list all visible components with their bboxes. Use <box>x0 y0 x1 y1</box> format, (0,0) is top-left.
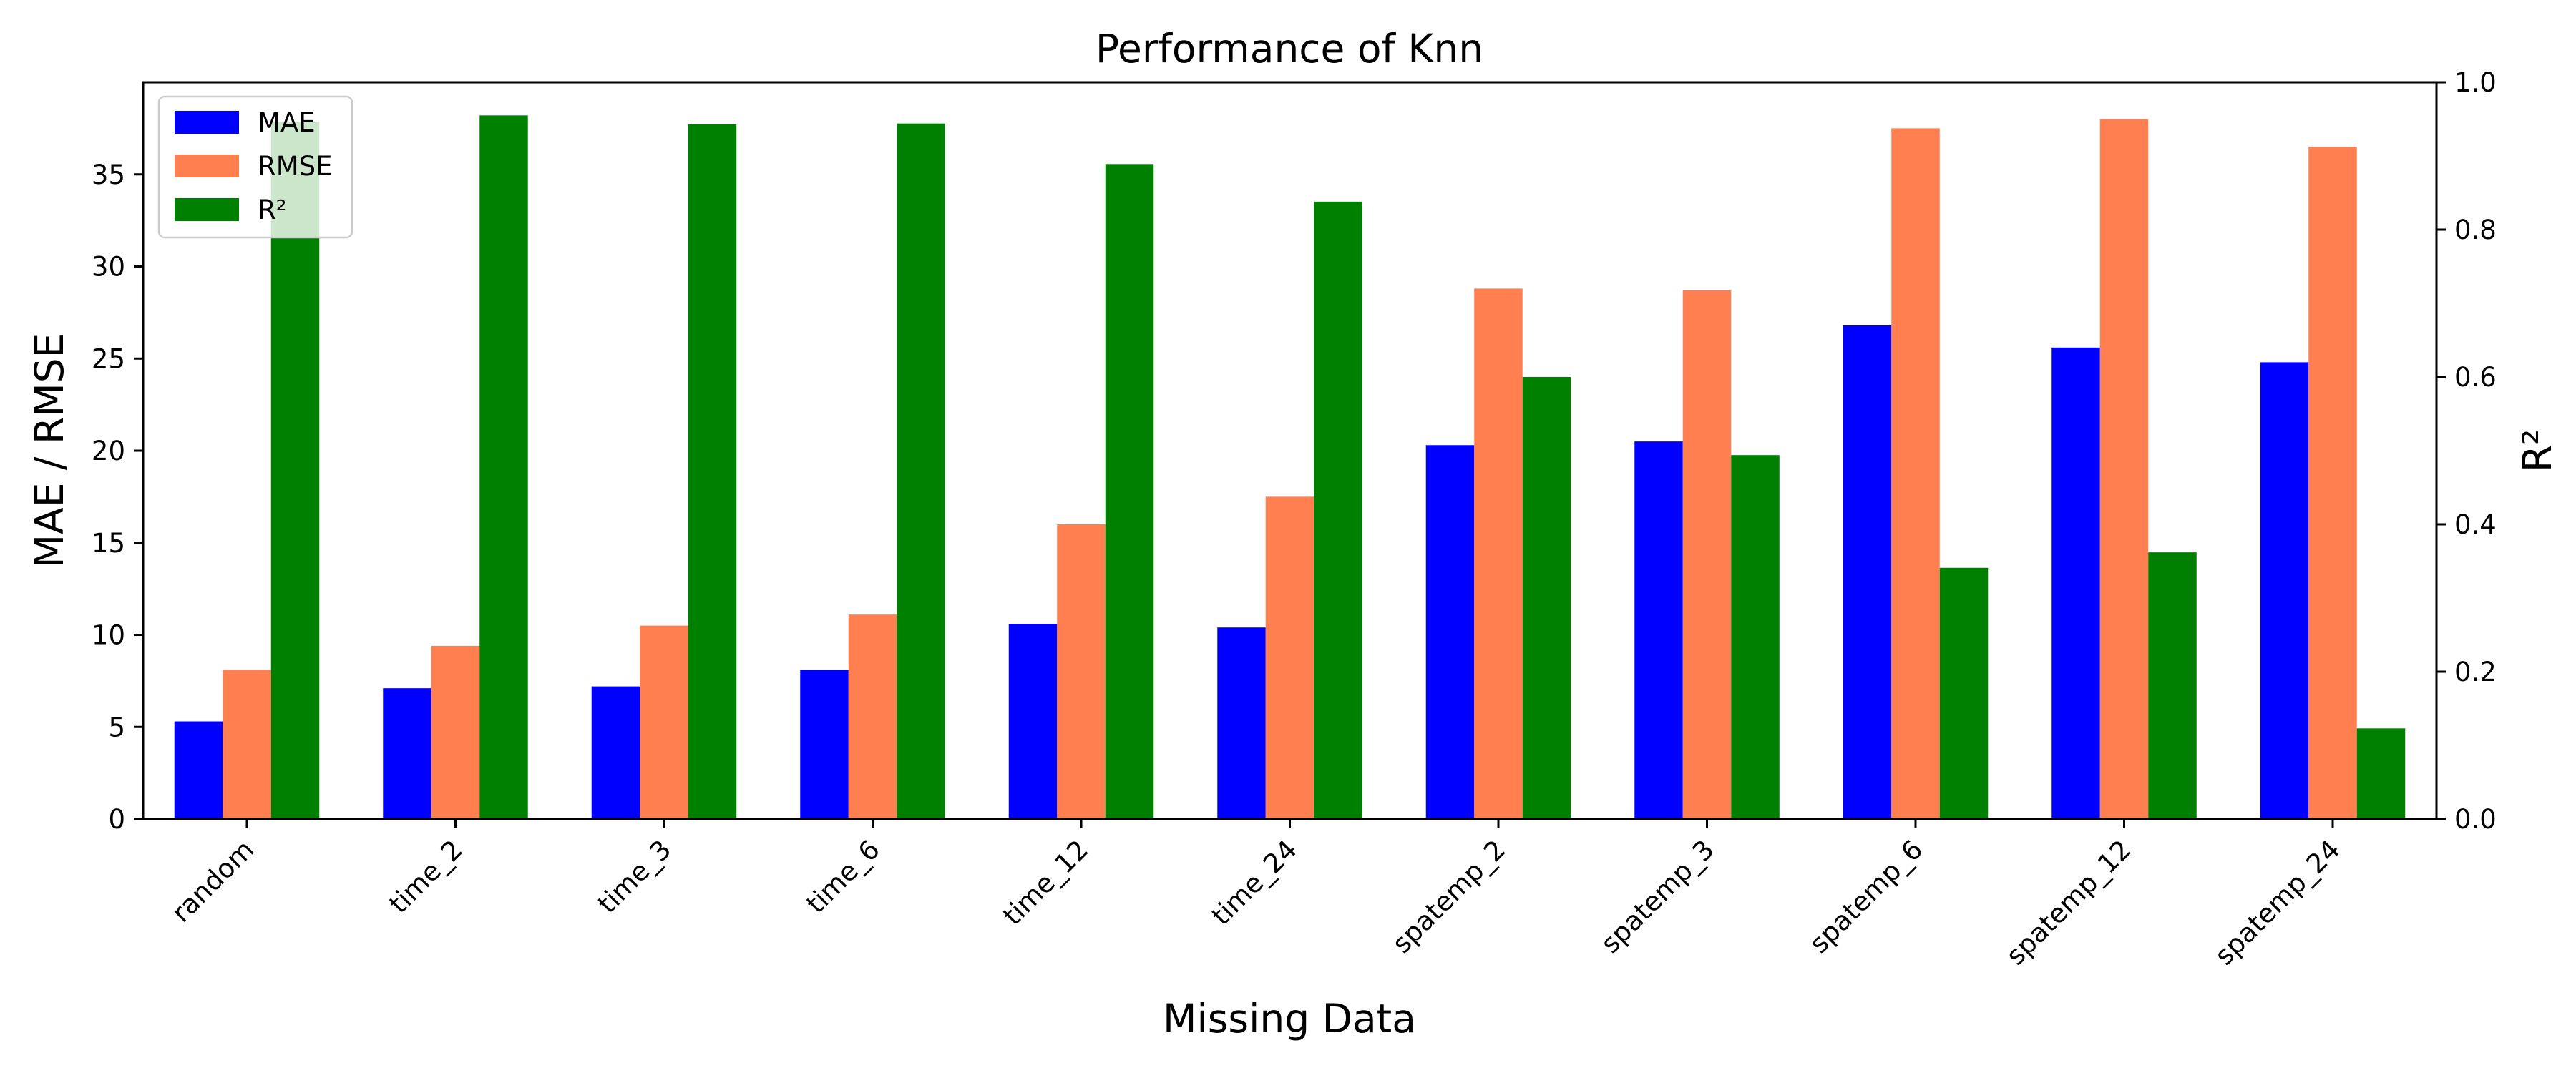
legend-label-rmse: RMSE <box>258 151 333 182</box>
bar-mae-time_6 <box>800 670 849 819</box>
bar-rmse-spatemp_2 <box>1474 288 1523 819</box>
bar-r-spatemp_3 <box>1731 455 1780 819</box>
bar-mae-spatemp_24 <box>2260 362 2309 819</box>
y-tick-label-right: 0.2 <box>2454 657 2497 687</box>
bar-rmse-time_24 <box>1265 496 1314 819</box>
y-tick-label-right: 0.0 <box>2454 804 2497 835</box>
x-tick-label: random <box>165 834 260 929</box>
bar-rmse-time_2 <box>431 645 480 819</box>
bar-r-time_12 <box>1105 164 1154 819</box>
bar-mae-spatemp_3 <box>1634 441 1683 819</box>
bars-group <box>174 115 2406 820</box>
bar-mae-spatemp_6 <box>1843 325 1892 819</box>
legend: MAE RMSE R² <box>157 95 353 239</box>
bar-mae-time_2 <box>383 688 431 819</box>
y-tick-label-left: 25 <box>92 343 125 374</box>
bar-rmse-time_6 <box>848 614 897 819</box>
y-tick-label-left: 30 <box>92 252 125 283</box>
bar-rmse-spatemp_24 <box>2308 147 2357 819</box>
y-axis-label-right: R² <box>2514 429 2560 472</box>
right-axis-ticks: 0.0 0.2 0.4 0.6 0.8 1.0 <box>2436 67 2497 835</box>
y-tick-label-right: 1.0 <box>2454 67 2497 98</box>
y-tick-label-left: 5 <box>108 712 125 743</box>
x-tick-label: time_6 <box>801 834 886 919</box>
y-tick-label-left: 15 <box>92 528 125 559</box>
legend-swatch-mae <box>175 111 239 134</box>
x-tick-label: spatemp_2 <box>1387 834 1512 959</box>
y-tick-label-right: 0.4 <box>2454 509 2497 540</box>
y-tick-label-left: 0 <box>108 804 125 835</box>
bar-mae-time_3 <box>591 686 640 819</box>
bar-rmse-spatemp_6 <box>1891 128 1940 819</box>
bar-r-time_6 <box>897 123 945 819</box>
legend-label-mae: MAE <box>258 107 316 138</box>
y-tick-label-right: 0.6 <box>2454 362 2497 393</box>
bar-r-time_2 <box>479 115 528 820</box>
bar-rmse-time_12 <box>1057 524 1106 819</box>
bar-rmse-time_3 <box>640 625 688 819</box>
bar-r-spatemp_24 <box>2356 728 2406 819</box>
bar-mae-time_12 <box>1008 624 1058 819</box>
left-axis-ticks: 0 5 10 15 20 25 30 35 <box>92 160 143 835</box>
legend-swatch-r <box>175 198 239 221</box>
bar-rmse-random <box>223 670 271 819</box>
bar-rmse-spatemp_12 <box>2099 119 2149 819</box>
legend-swatch-rmse <box>175 155 239 177</box>
bar-r-spatemp_6 <box>1939 567 1989 819</box>
x-tick-label: spatemp_24 <box>2209 834 2346 971</box>
x-tick-label: spatemp_6 <box>1804 834 1929 959</box>
bar-mae-spatemp_2 <box>1425 445 1475 819</box>
bar-mae-random <box>174 721 223 819</box>
bar-r-spatemp_2 <box>1522 377 1571 819</box>
x-tick-label: time_2 <box>384 834 469 919</box>
x-axis-ticks: random time_2 time_3 time_6 time_12 time_24 sp… <box>165 819 2346 971</box>
x-tick-label: spatemp_3 <box>1595 834 1720 959</box>
x-tick-label: spatemp_12 <box>2000 834 2137 971</box>
bar-rmse-spatemp_3 <box>1682 290 1732 820</box>
x-axis-label: Missing Data <box>1163 996 1416 1042</box>
bar-r-time_3 <box>688 124 737 819</box>
y-tick-label-right: 0.8 <box>2454 215 2497 245</box>
x-tick-label: time_24 <box>1206 834 1303 931</box>
y-tick-label-left: 10 <box>92 620 125 651</box>
bar-r-time_24 <box>1314 201 1362 819</box>
chart-title: Performance of Knn <box>1096 26 1483 72</box>
legend-label-r: R² <box>258 195 287 225</box>
x-tick-label: time_12 <box>997 834 1094 931</box>
bar-mae-spatemp_12 <box>2051 347 2100 819</box>
y-tick-label-left: 20 <box>92 436 125 466</box>
y-tick-label-left: 35 <box>92 160 125 190</box>
y-axis-label-left: MAE / RMSE <box>26 333 72 569</box>
x-tick-label: time_3 <box>592 834 677 919</box>
bar-mae-time_24 <box>1217 627 1266 819</box>
bar-r-spatemp_12 <box>2148 552 2197 819</box>
